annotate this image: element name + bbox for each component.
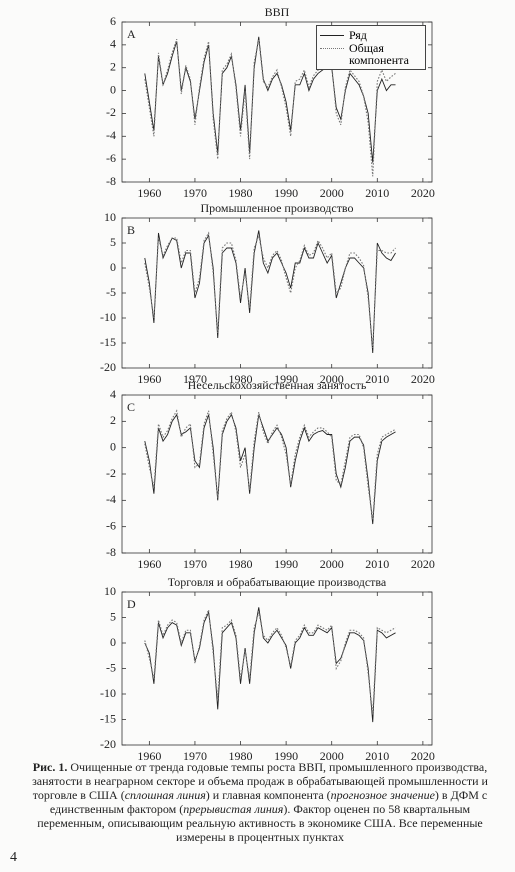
plot-frame xyxy=(121,217,433,369)
x-tick-label: 1990 xyxy=(274,749,298,763)
x-tick-label: 1980 xyxy=(229,749,253,763)
y-tick-label: -20 xyxy=(100,737,116,751)
caption-text: ) и главная компонента ( xyxy=(205,788,331,802)
series-line xyxy=(144,607,396,723)
x-tick-label: 1960 xyxy=(137,749,161,763)
chart-title: Промышленное производство xyxy=(200,201,353,215)
chart-title: Несельскохозяйственная занятость xyxy=(188,378,367,392)
y-tick-label: -15 xyxy=(100,335,116,349)
x-tick-label: 2000 xyxy=(320,749,344,763)
y-tick-label: -10 xyxy=(100,686,116,700)
y-tick-label: -15 xyxy=(100,711,116,725)
series-line xyxy=(144,607,396,715)
plot-frame xyxy=(121,591,433,746)
legend-label: Общая компонента xyxy=(349,41,409,67)
chart-title: ВВП xyxy=(265,5,290,19)
panel-label: C xyxy=(127,400,135,414)
caption-text: ) в ДФМ с единственным фактором ( xyxy=(49,788,488,816)
y-tick-label: 2 xyxy=(110,413,116,427)
panel-label: D xyxy=(127,597,136,611)
caption-text: Очищенные от тренда годовые темпы роста … xyxy=(32,760,488,802)
chart-title: Торговля и обрабатывающие производства xyxy=(168,575,387,589)
y-tick-label: -8 xyxy=(106,545,116,559)
y-tick-label: -8 xyxy=(106,174,116,188)
legend-swatch xyxy=(320,48,344,49)
y-tick-label: 5 xyxy=(110,235,116,249)
y-tick-label: 10 xyxy=(104,210,116,224)
x-tick-label: 1960 xyxy=(137,186,161,200)
y-tick-label: 0 xyxy=(110,82,116,96)
x-tick-label: 2010 xyxy=(365,749,389,763)
series-line xyxy=(144,38,396,177)
y-tick-label: -6 xyxy=(106,151,116,165)
y-tick-label: 6 xyxy=(110,14,116,28)
caption-text: прерывистая линия xyxy=(183,802,284,816)
y-tick-label: -5 xyxy=(106,285,116,299)
series-line xyxy=(144,36,396,163)
y-tick-label: 4 xyxy=(110,37,116,51)
series-line xyxy=(144,413,396,525)
y-tick-label: 10 xyxy=(104,584,116,598)
legend: Ряд Общая компонента xyxy=(316,25,426,70)
series-line xyxy=(144,409,396,521)
panel-label: B xyxy=(127,223,135,237)
y-tick-label: -2 xyxy=(106,105,116,119)
legend-entry: Ряд xyxy=(320,29,422,41)
x-tick-label: 1990 xyxy=(274,372,298,386)
x-tick-label: 1980 xyxy=(229,372,253,386)
y-tick-label: 0 xyxy=(110,635,116,649)
y-tick-label: 5 xyxy=(110,609,116,623)
plot-frame xyxy=(121,394,433,554)
legend-swatch xyxy=(320,35,344,36)
x-tick-label: 1960 xyxy=(137,372,161,386)
x-tick-label: 1980 xyxy=(229,557,253,571)
legend-label: Ряд xyxy=(349,28,367,42)
caption: Рис. 1. Очищенные от тренда годовые темп… xyxy=(30,760,490,844)
y-tick-label: -20 xyxy=(100,360,116,374)
x-tick-label: 2020 xyxy=(411,749,435,763)
panel-label: A xyxy=(127,27,136,41)
x-tick-label: 2000 xyxy=(320,557,344,571)
x-tick-label: 2000 xyxy=(320,186,344,200)
x-tick-label: 1970 xyxy=(183,557,207,571)
y-tick-label: -4 xyxy=(106,492,116,506)
x-tick-label: 1990 xyxy=(274,186,298,200)
x-tick-label: 2010 xyxy=(365,372,389,386)
page-number: 4 xyxy=(10,850,17,865)
y-tick-label: 0 xyxy=(110,439,116,453)
y-tick-label: -4 xyxy=(106,128,116,142)
y-tick-label: 2 xyxy=(110,59,116,73)
y-tick-label: 0 xyxy=(110,260,116,274)
x-tick-label: 1970 xyxy=(183,186,207,200)
x-tick-label: 2020 xyxy=(411,557,435,571)
x-tick-label: 2010 xyxy=(365,557,389,571)
caption-text: ). Фактор оценен по 58 квартальным перем… xyxy=(37,802,483,844)
x-tick-label: 2010 xyxy=(365,186,389,200)
y-tick-label: -2 xyxy=(106,466,116,480)
y-tick-label: 4 xyxy=(110,387,116,401)
caption-text: сплошная линия xyxy=(124,788,206,802)
caption-text: прогнозное значение xyxy=(330,788,435,802)
series-line xyxy=(144,230,396,354)
legend-entry: Общая компонента xyxy=(320,42,422,66)
series-line xyxy=(144,231,396,349)
plot-frame xyxy=(121,21,433,183)
y-tick-label: -6 xyxy=(106,518,116,532)
x-tick-label: 1970 xyxy=(183,372,207,386)
x-tick-label: 2020 xyxy=(411,372,435,386)
x-tick-label: 2020 xyxy=(411,186,435,200)
x-tick-label: 1960 xyxy=(137,557,161,571)
x-tick-label: 1990 xyxy=(274,557,298,571)
x-tick-label: 1970 xyxy=(183,749,207,763)
y-tick-label: -10 xyxy=(100,310,116,324)
y-tick-label: -5 xyxy=(106,660,116,674)
x-tick-label: 1980 xyxy=(229,186,253,200)
caption-label: Рис. 1. xyxy=(32,760,68,774)
x-tick-label: 2000 xyxy=(320,372,344,386)
